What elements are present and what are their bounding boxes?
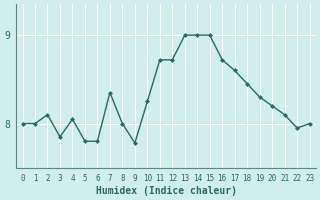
X-axis label: Humidex (Indice chaleur): Humidex (Indice chaleur) <box>96 186 236 196</box>
